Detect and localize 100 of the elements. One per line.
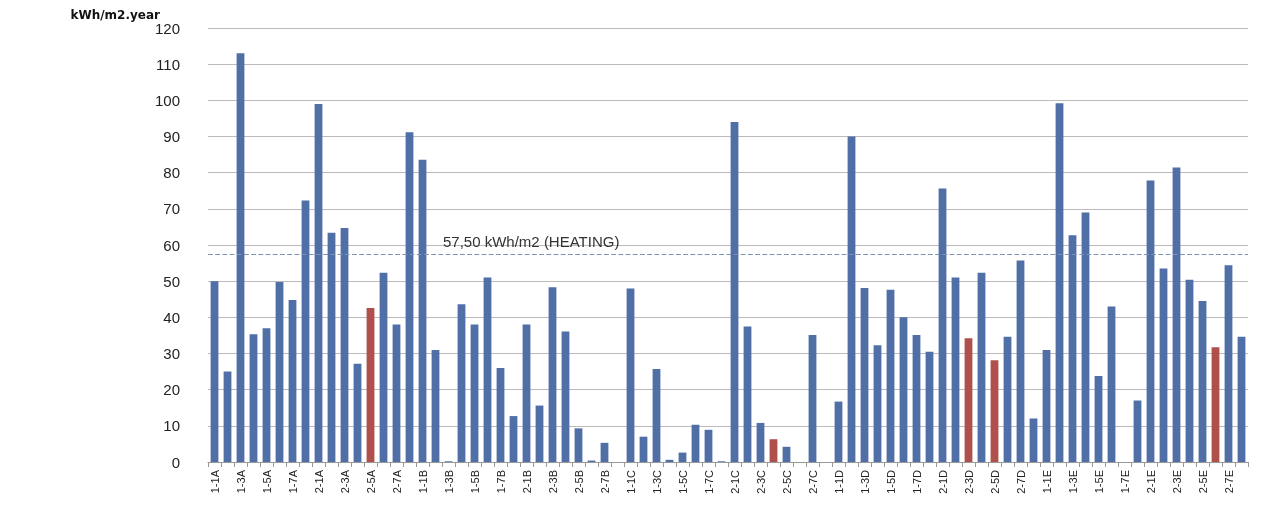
bar xyxy=(340,228,349,462)
bar xyxy=(275,281,284,462)
y-tick-label: 100 xyxy=(154,91,180,109)
y-tick-label: 110 xyxy=(156,55,180,73)
x-tick-label: 1-5E xyxy=(1092,470,1105,494)
x-tick-label: 2-5D xyxy=(988,469,1001,494)
bar xyxy=(483,277,492,462)
y-tick-label: 10 xyxy=(163,417,180,435)
x-tick-label: 2-5E xyxy=(1196,470,1209,494)
bar xyxy=(899,317,908,462)
x-tick-label: 2-7B xyxy=(598,470,611,494)
bar xyxy=(1016,260,1025,462)
bar xyxy=(743,326,752,462)
bar xyxy=(1185,279,1194,462)
bar xyxy=(574,428,583,462)
bar xyxy=(873,345,882,462)
y-tick-label: 50 xyxy=(163,272,180,290)
y-tick-label: 0 xyxy=(171,453,180,471)
x-tick-label: 2-7D xyxy=(1014,469,1027,494)
x-tick-label: 2-3C xyxy=(754,469,767,494)
bar xyxy=(288,299,297,462)
bar xyxy=(236,53,245,462)
x-tick-label: 1-3C xyxy=(650,469,663,494)
bar xyxy=(548,287,557,462)
x-tick-label: 1-3D xyxy=(858,469,871,494)
bar xyxy=(314,103,323,462)
x-tick-label: 2-7A xyxy=(390,469,403,494)
bar xyxy=(496,367,505,462)
x-tick-label: 2-3B xyxy=(546,470,559,494)
bar xyxy=(652,369,661,462)
bar xyxy=(457,304,466,462)
x-tick-label: 1-7D xyxy=(910,469,923,494)
bar xyxy=(964,338,973,462)
x-tick-label: 2-5A xyxy=(364,469,377,494)
x-tick-label: 1-1C xyxy=(624,469,637,494)
x-tick-label: 2-5B xyxy=(572,470,585,494)
y-tick-label: 70 xyxy=(163,200,180,218)
x-tick-label: 1-7A xyxy=(286,469,299,494)
bar xyxy=(1159,268,1168,462)
x-tick-label: 2-3A xyxy=(338,469,351,494)
bar xyxy=(990,360,999,462)
bar xyxy=(1198,301,1207,462)
ref-line-label: 57,50 kWh/m2 (HEATING) xyxy=(443,233,620,251)
x-tick-label: 2-1B xyxy=(520,470,533,494)
bar xyxy=(1042,349,1051,462)
x-tick-label: 1-5D xyxy=(884,469,897,494)
bar xyxy=(379,272,388,462)
bar xyxy=(808,335,817,462)
bar xyxy=(509,416,518,462)
bar xyxy=(925,351,934,462)
bar xyxy=(1081,212,1090,462)
y-tick-label: 40 xyxy=(163,308,180,326)
x-tick-label: 1-1E xyxy=(1040,470,1053,494)
bar xyxy=(977,272,986,462)
bar xyxy=(1237,336,1246,462)
y-tick-label: 60 xyxy=(163,236,180,254)
x-tick-label: 2-7C xyxy=(806,469,819,494)
y-tick-label: 30 xyxy=(163,345,180,362)
x-tick-label: 1-5B xyxy=(468,470,481,494)
y-tick-label: 80 xyxy=(163,164,180,182)
x-tick-label: 2-5C xyxy=(780,469,793,494)
bar xyxy=(1003,336,1012,462)
bar xyxy=(1068,235,1077,462)
x-tick-label: 1-7C xyxy=(702,469,715,494)
x-tick-label: 2-1E xyxy=(1144,470,1157,494)
bar xyxy=(1224,265,1233,462)
bar xyxy=(730,122,739,462)
x-tick-label: 1-5A xyxy=(260,469,273,494)
y-tick-label: 120 xyxy=(154,19,180,37)
bar xyxy=(561,331,570,462)
y-axis-title: kWh/m2.year xyxy=(70,7,161,22)
bar xyxy=(1055,103,1064,462)
x-tick-label: 1-3E xyxy=(1066,470,1079,494)
bar xyxy=(860,288,869,462)
x-tick-label: 1-7E xyxy=(1118,470,1131,494)
bar xyxy=(886,289,895,462)
bar xyxy=(951,277,960,462)
x-tick-label: 1-7B xyxy=(494,470,507,494)
x-tick-label: 1-3A xyxy=(234,469,247,494)
y-tick-label: 20 xyxy=(163,381,180,399)
bar xyxy=(1211,347,1220,462)
x-tick-label: 1-1B xyxy=(416,470,429,494)
bar xyxy=(769,439,778,462)
bar xyxy=(626,288,635,462)
bar xyxy=(431,349,440,462)
x-tick-label: 1-5C xyxy=(676,469,689,494)
x-tick-label: 1-1D xyxy=(832,469,845,494)
y-tick-label: 90 xyxy=(163,128,180,145)
x-tick-label: 2-3E xyxy=(1170,470,1183,494)
bar xyxy=(366,307,375,462)
x-tick-label: 2-1A xyxy=(312,469,325,494)
bar xyxy=(249,334,258,462)
bar xyxy=(1107,306,1116,462)
bar xyxy=(756,422,765,462)
x-tick-label: 2-7E xyxy=(1222,470,1235,494)
bar xyxy=(262,328,271,462)
bar xyxy=(405,132,414,462)
x-tick-label: 1-3B xyxy=(442,470,455,494)
x-tick-label: 1-1A xyxy=(208,469,221,494)
x-tick-label: 2-3D xyxy=(962,469,975,494)
